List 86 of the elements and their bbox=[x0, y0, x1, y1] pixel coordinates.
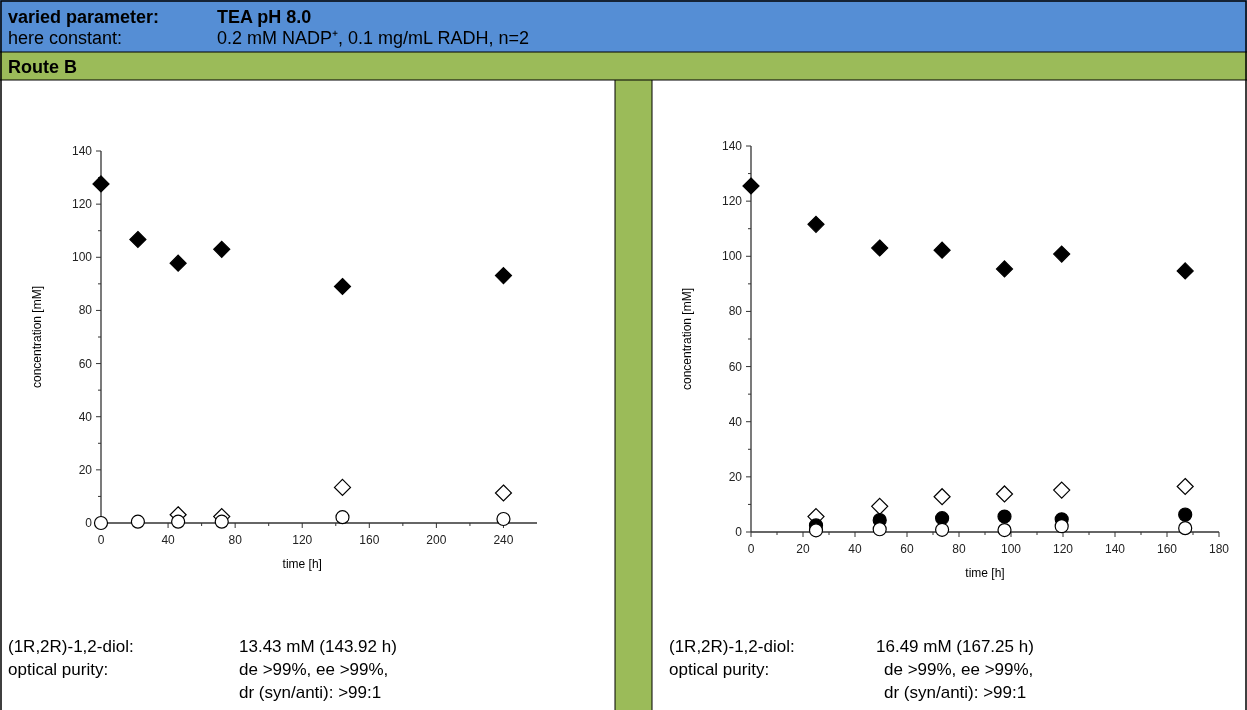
point bbox=[995, 485, 1014, 503]
point bbox=[92, 175, 110, 193]
point bbox=[1054, 519, 1069, 534]
y-tick-label: 40 bbox=[78, 409, 93, 424]
text: de >99%, ee >99%, bbox=[239, 660, 389, 679]
x-tick-label: 180 bbox=[1208, 542, 1230, 556]
x-tick-label: 80 bbox=[952, 542, 966, 556]
text: (1R,2R)-1,2-diol: bbox=[669, 637, 795, 656]
x-tick-label: 0 bbox=[747, 542, 755, 556]
x-tick-label: 100 bbox=[1000, 542, 1022, 556]
y-tick-label: 120 bbox=[71, 197, 93, 212]
x-tick-label: 0 bbox=[97, 533, 105, 547]
point bbox=[935, 511, 950, 526]
y-tick-label: 80 bbox=[78, 303, 93, 318]
point bbox=[808, 523, 824, 538]
x-tick-label: 40 bbox=[848, 542, 862, 556]
point bbox=[933, 488, 951, 506]
y-tick-label: 120 bbox=[721, 194, 743, 209]
text: dr (syn/anti): >99:1 bbox=[884, 683, 1027, 702]
point bbox=[871, 239, 889, 257]
x-tick-label: 240 bbox=[493, 533, 514, 547]
x-tick-label: 80 bbox=[228, 533, 243, 547]
x-tick-label: 160 bbox=[359, 533, 380, 547]
y-tick-label: 140 bbox=[71, 144, 93, 158]
point bbox=[1053, 481, 1071, 499]
y-tick-label: 100 bbox=[71, 250, 93, 265]
point bbox=[213, 240, 231, 258]
y-tick-label: 40 bbox=[728, 414, 743, 429]
point bbox=[742, 177, 760, 195]
x-tick-label: 20 bbox=[796, 542, 810, 556]
point bbox=[333, 277, 352, 296]
text: TEA pH 8.0 bbox=[217, 7, 312, 27]
x-axis-title: time [h] bbox=[965, 566, 1005, 580]
y-tick-label: 20 bbox=[728, 469, 743, 484]
text: de >99%, ee >99%, bbox=[884, 660, 1034, 679]
text: varied parameter: bbox=[8, 7, 160, 27]
x-tick-label: 40 bbox=[161, 533, 176, 547]
text: optical purity: bbox=[669, 660, 770, 679]
x-tick-label: 140 bbox=[1104, 542, 1126, 556]
point bbox=[171, 514, 186, 529]
y-tick-label: 20 bbox=[78, 462, 93, 477]
y-axis-title: concentration [mM] bbox=[680, 287, 694, 391]
text: dr (syn/anti): >99:1 bbox=[239, 683, 382, 702]
x-tick-label: 120 bbox=[292, 533, 313, 547]
point bbox=[1178, 521, 1193, 536]
text: Route B bbox=[8, 57, 77, 77]
point bbox=[807, 215, 825, 233]
point bbox=[130, 514, 145, 529]
text: 13.43 mM (143.92 h) bbox=[239, 637, 397, 656]
x-tick-label: 60 bbox=[900, 542, 914, 556]
text: optical purity: bbox=[8, 660, 109, 679]
y-tick-label: 100 bbox=[721, 249, 743, 264]
point bbox=[93, 515, 109, 531]
point bbox=[997, 509, 1012, 524]
point bbox=[214, 514, 229, 529]
x-axis-title: time [h] bbox=[282, 557, 322, 571]
x-tick-label: 120 bbox=[1052, 542, 1074, 556]
point bbox=[935, 522, 950, 537]
point bbox=[1053, 245, 1071, 263]
point bbox=[872, 522, 887, 537]
point bbox=[1176, 262, 1194, 280]
y-tick-label: 80 bbox=[728, 304, 743, 319]
point bbox=[333, 478, 352, 496]
text: 16.49 mM (167.25 h) bbox=[876, 637, 1034, 656]
point bbox=[129, 230, 147, 249]
y-axis-title: concentration [mM] bbox=[30, 285, 44, 389]
point bbox=[335, 510, 350, 525]
point bbox=[169, 254, 187, 272]
text: here constant: bbox=[8, 28, 123, 48]
point bbox=[1178, 507, 1193, 522]
y-tick-label: 60 bbox=[78, 356, 93, 371]
x-tick-label: 160 bbox=[1156, 542, 1178, 556]
text: (1R,2R)-1,2-diol: bbox=[8, 637, 134, 656]
point bbox=[1176, 477, 1194, 496]
y-tick-label: 0 bbox=[85, 516, 93, 530]
point bbox=[496, 511, 511, 527]
point bbox=[494, 484, 513, 502]
text: 0.2 mM NADP⁺, 0.1 mg/mL RADH, n=2 bbox=[217, 28, 529, 48]
point bbox=[494, 267, 513, 285]
x-tick-label: 200 bbox=[426, 533, 447, 547]
y-tick-label: 140 bbox=[721, 139, 743, 153]
y-tick-label: 60 bbox=[728, 359, 743, 374]
point bbox=[995, 260, 1014, 278]
point bbox=[871, 497, 889, 515]
point bbox=[933, 241, 951, 259]
point bbox=[997, 522, 1012, 538]
